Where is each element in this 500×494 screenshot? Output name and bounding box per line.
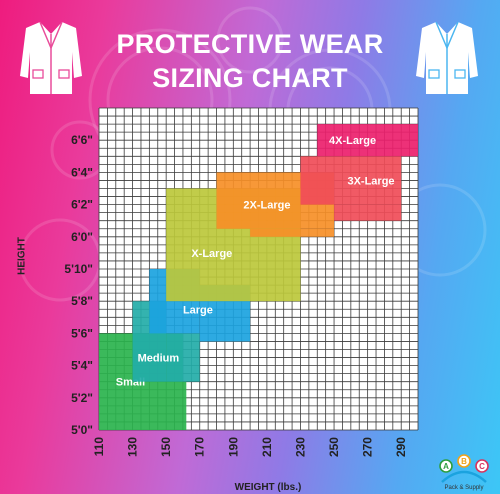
size-region-block: [334, 204, 402, 221]
x-tick-label: 170: [193, 437, 207, 457]
y-tick-label: 5'2": [71, 391, 93, 405]
logo-letter: A: [443, 462, 449, 471]
size-label: 3X-Large: [347, 175, 394, 187]
x-tick-label: 210: [260, 437, 274, 457]
x-tick-label: 290: [394, 437, 408, 457]
size-region-block: [300, 156, 402, 205]
logo-letter-badge: [457, 454, 471, 468]
y-tick-labels: 5'0" 5'2" 5'4" 5'6" 5'8" 5'10" 6'0" 6'2" 6'4" 6'6…: [64, 133, 93, 437]
x-axis-label: WEIGHT (lbs.): [234, 482, 302, 493]
y-tick-label: 5'8": [71, 294, 93, 308]
title-line-1: PROTECTIVE WEAR: [116, 29, 384, 59]
size-region-block: [166, 333, 200, 382]
size-region-3x-large: 3X-Large: [300, 156, 402, 221]
x-tick-label: 110: [92, 437, 106, 457]
logo-letter-badge: [475, 459, 489, 473]
y-axis-label: HEIGHT: [16, 237, 28, 275]
size-label: 2X-Large: [243, 200, 290, 212]
x-tick-label: 250: [327, 437, 341, 457]
size-regions: SmallMediumLargeX-Large2X-Large3X-Large4…: [99, 124, 418, 430]
brand-logo: A B C Pack & Supply: [439, 454, 489, 491]
logo-text: Pack & Supply: [444, 485, 483, 491]
x-tick-label: 230: [293, 437, 307, 457]
size-region-block: [317, 124, 418, 157]
x-tick-labels: 110 130 150 170 190 210 230 250 270 290: [92, 437, 408, 457]
x-tick-label: 130: [126, 437, 140, 457]
size-region-2x-large: 2X-Large: [216, 172, 335, 237]
x-tick-label: 150: [159, 437, 173, 457]
size-label: 4X-Large: [329, 135, 376, 147]
y-tick-label: 5'6": [71, 326, 93, 340]
logo-letter-badge: [439, 459, 453, 473]
size-region-4x-large: 4X-Large: [317, 124, 418, 157]
size-label: X-Large: [191, 248, 232, 260]
y-tick-label: 6'4": [71, 165, 93, 179]
size-label: Medium: [138, 353, 180, 365]
logo-letter: B: [461, 457, 467, 466]
size-region-block: [250, 228, 335, 237]
x-tick-label: 270: [361, 437, 375, 457]
y-tick-label: 5'0": [71, 423, 93, 437]
size-label: Large: [183, 304, 213, 316]
y-tick-label: 6'2": [71, 198, 93, 212]
y-tick-label: 6'6": [71, 133, 93, 147]
y-tick-label: 5'4": [71, 359, 93, 373]
x-tick-label: 190: [226, 437, 240, 457]
y-tick-label: 6'0": [71, 230, 93, 244]
title-line-2: SIZING CHART: [152, 63, 348, 93]
logo-letter: C: [479, 462, 485, 471]
size-region-block: [182, 381, 187, 430]
lab-coat-icon: [416, 21, 478, 94]
lab-coat-icon: [20, 21, 82, 94]
y-tick-label: 5'10": [64, 262, 93, 276]
